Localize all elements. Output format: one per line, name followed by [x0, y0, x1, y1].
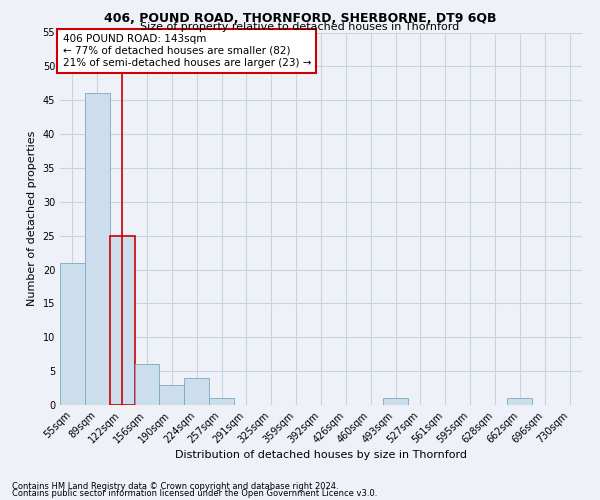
Bar — [383, 398, 408, 405]
Text: 406, POUND ROAD, THORNFORD, SHERBORNE, DT9 6QB: 406, POUND ROAD, THORNFORD, SHERBORNE, D… — [104, 12, 496, 26]
Bar — [85, 94, 110, 405]
Bar — [160, 384, 184, 405]
X-axis label: Distribution of detached houses by size in Thornford: Distribution of detached houses by size … — [175, 450, 467, 460]
Bar — [134, 364, 160, 405]
Text: Contains HM Land Registry data © Crown copyright and database right 2024.: Contains HM Land Registry data © Crown c… — [12, 482, 338, 491]
Text: Contains public sector information licensed under the Open Government Licence v3: Contains public sector information licen… — [12, 489, 377, 498]
Bar — [508, 398, 532, 405]
Y-axis label: Number of detached properties: Number of detached properties — [27, 131, 37, 306]
Bar — [110, 236, 134, 405]
Bar — [184, 378, 209, 405]
Bar — [209, 398, 234, 405]
Bar — [60, 263, 85, 405]
Text: 406 POUND ROAD: 143sqm
← 77% of detached houses are smaller (82)
21% of semi-det: 406 POUND ROAD: 143sqm ← 77% of detached… — [62, 34, 311, 68]
Text: Size of property relative to detached houses in Thornford: Size of property relative to detached ho… — [140, 22, 460, 32]
